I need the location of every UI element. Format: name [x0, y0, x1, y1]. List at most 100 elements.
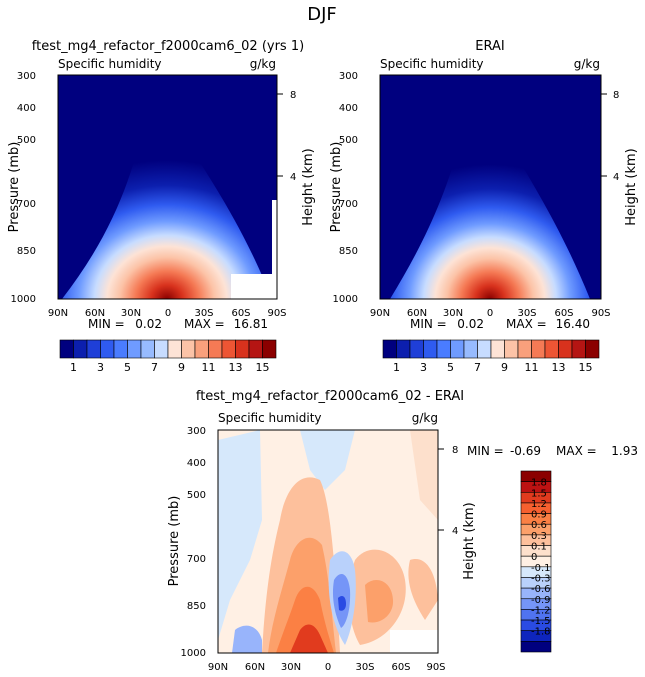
x-tick-label: 90S [591, 308, 610, 319]
colorbar-swatch [248, 339, 263, 359]
y-tick-label: 700 [187, 554, 206, 565]
y-tick-right-label: 8 [290, 90, 296, 101]
max-label: MAX = [506, 317, 547, 331]
panel-obs-ylabel-right: Height (km) [624, 148, 639, 225]
colorbar-swatch [382, 339, 397, 359]
panel-obs-variable: Specific humidity [380, 57, 484, 71]
x-tick-label: 30N [443, 308, 463, 319]
min-label: MIN = [88, 317, 125, 331]
panel-model-stats: MIN = 0.02 MAX = 16.81 [88, 317, 268, 331]
colorbar-tick-label: 1.8 [531, 478, 547, 489]
y-tick-label: 500 [187, 490, 206, 501]
panel-model-moisture-field [62, 113, 272, 300]
y-tick-right-label: 8 [452, 445, 458, 456]
y-tick-label: 300 [187, 426, 206, 437]
colorbar-swatch [113, 339, 128, 359]
colorbar-tick-label: 1.5 [531, 488, 547, 499]
panel-obs-plot [379, 74, 602, 300]
panel-obs-moisture-field [390, 112, 590, 299]
colorbar-swatch [463, 339, 478, 359]
colorbar-tick-label: -1.5 [531, 616, 551, 627]
panel-model-variable: Specific humidity [58, 57, 162, 71]
x-tick-label: 60S [554, 308, 573, 319]
colorbar-tick-label: 15 [256, 361, 270, 374]
panel-diff-xticks: 90N 60N 30N 0 30S 60S 90S [208, 662, 446, 673]
colorbar-obs: 1 3 5 7 9 11 13 15 [382, 339, 600, 374]
panel-model-ylabel: Pressure (mb) [7, 142, 22, 233]
max-label: MAX = [184, 317, 225, 331]
colorbar-tick-label: 9 [501, 361, 508, 374]
panel-diff-missing-region [390, 630, 438, 653]
colorbar-swatch [127, 339, 142, 359]
max-value: 16.81 [234, 317, 268, 331]
colorbar-swatch [558, 339, 573, 359]
panel-model-units: g/kg [250, 57, 276, 71]
y-tick-label: 300 [339, 71, 358, 82]
panel-diff-ylabel: Pressure (mb) [167, 496, 182, 587]
panel-obs-xticks: 90N 60N 30N 0 30S 60S 90S [370, 308, 611, 319]
y-tick-label: 850 [339, 246, 358, 257]
y-tick-right-label: 8 [613, 90, 619, 101]
x-tick-label: 0 [487, 308, 493, 319]
colorbar-tick-label: -0.6 [531, 584, 551, 595]
x-tick-label: 90N [370, 308, 390, 319]
min-label: MIN = [467, 444, 504, 458]
colorbar-tick-label: -1.8 [531, 627, 551, 638]
colorbar-swatch [520, 641, 552, 653]
y-tick-label: 400 [339, 103, 358, 114]
colorbar-swatch [585, 339, 600, 359]
colorbar-swatch [531, 339, 546, 359]
colorbar-swatch [154, 339, 169, 359]
y-tick-label: 300 [17, 71, 36, 82]
panel-model-missing-region [231, 274, 277, 299]
colorbar-swatch [409, 339, 424, 359]
y-tick-label: 500 [17, 135, 36, 146]
panel-obs-ylabel: Pressure (mb) [329, 142, 344, 233]
colorbar-swatch [140, 339, 155, 359]
colorbar-tick-label: 0.3 [531, 531, 547, 542]
x-tick-label: 0 [165, 308, 171, 319]
colorbar-swatch [262, 339, 277, 359]
panel-obs-units: g/kg [574, 57, 600, 71]
y-tick-right-label: 4 [452, 526, 458, 537]
colorbar-diff: 1.81.51.20.90.60.30.10-0.1-0.3-0.6-0.9-1… [520, 470, 552, 653]
colorbar-swatch [221, 339, 236, 359]
colorbar-tick-label: 7 [151, 361, 158, 374]
panel-obs: ERAI Specific humidity g/kg Pressure (mb… [329, 39, 639, 331]
x-tick-label: 60N [245, 662, 265, 673]
x-tick-label: 90N [48, 308, 68, 319]
max-label: MAX = [556, 444, 597, 458]
y-tick-right-label: 4 [290, 172, 296, 183]
y-tick-label: 400 [17, 103, 36, 114]
colorbar-tick-label: 0 [531, 552, 537, 563]
y-tick-label: 400 [187, 458, 206, 469]
panel-model-xticks: 90N 60N 30N 0 30S 60S 90S [48, 308, 287, 319]
y-tick-label: 1000 [333, 294, 358, 305]
colorbar-tick-label: 7 [474, 361, 481, 374]
y-tick-right-label: 4 [613, 172, 619, 183]
y-tick-label: 500 [339, 135, 358, 146]
colorbar-model: 1 3 5 7 9 11 13 15 [59, 339, 277, 374]
colorbar-tick-label: 5 [124, 361, 131, 374]
colorbar-tick-label: 1 [70, 361, 77, 374]
colorbar-swatch [396, 339, 411, 359]
colorbar-swatch [59, 339, 74, 359]
x-tick-label: 90S [426, 662, 445, 673]
colorbar-swatch [517, 339, 532, 359]
colorbar-swatch [181, 339, 196, 359]
colorbar-swatch [490, 339, 505, 359]
y-tick-label: 700 [17, 199, 36, 210]
colorbar-swatch [504, 339, 519, 359]
y-tick-label: 850 [187, 601, 206, 612]
panel-diff-yticks: 300 400 500 700 850 1000 8 4 [181, 426, 459, 659]
x-tick-label: 30S [517, 308, 536, 319]
colorbar-tick-label: 13 [552, 361, 566, 374]
panel-model: ftest_mg4_refactor_f2000cam6_02 (yrs 1) … [7, 39, 316, 331]
colorbar-swatch [167, 339, 182, 359]
panel-diff-ylabel-right: Height (km) [462, 502, 477, 579]
colorbar-swatch [423, 339, 438, 359]
max-value: 16.40 [556, 317, 590, 331]
x-tick-label: 60N [85, 308, 105, 319]
panel-diff-plot [217, 429, 439, 654]
